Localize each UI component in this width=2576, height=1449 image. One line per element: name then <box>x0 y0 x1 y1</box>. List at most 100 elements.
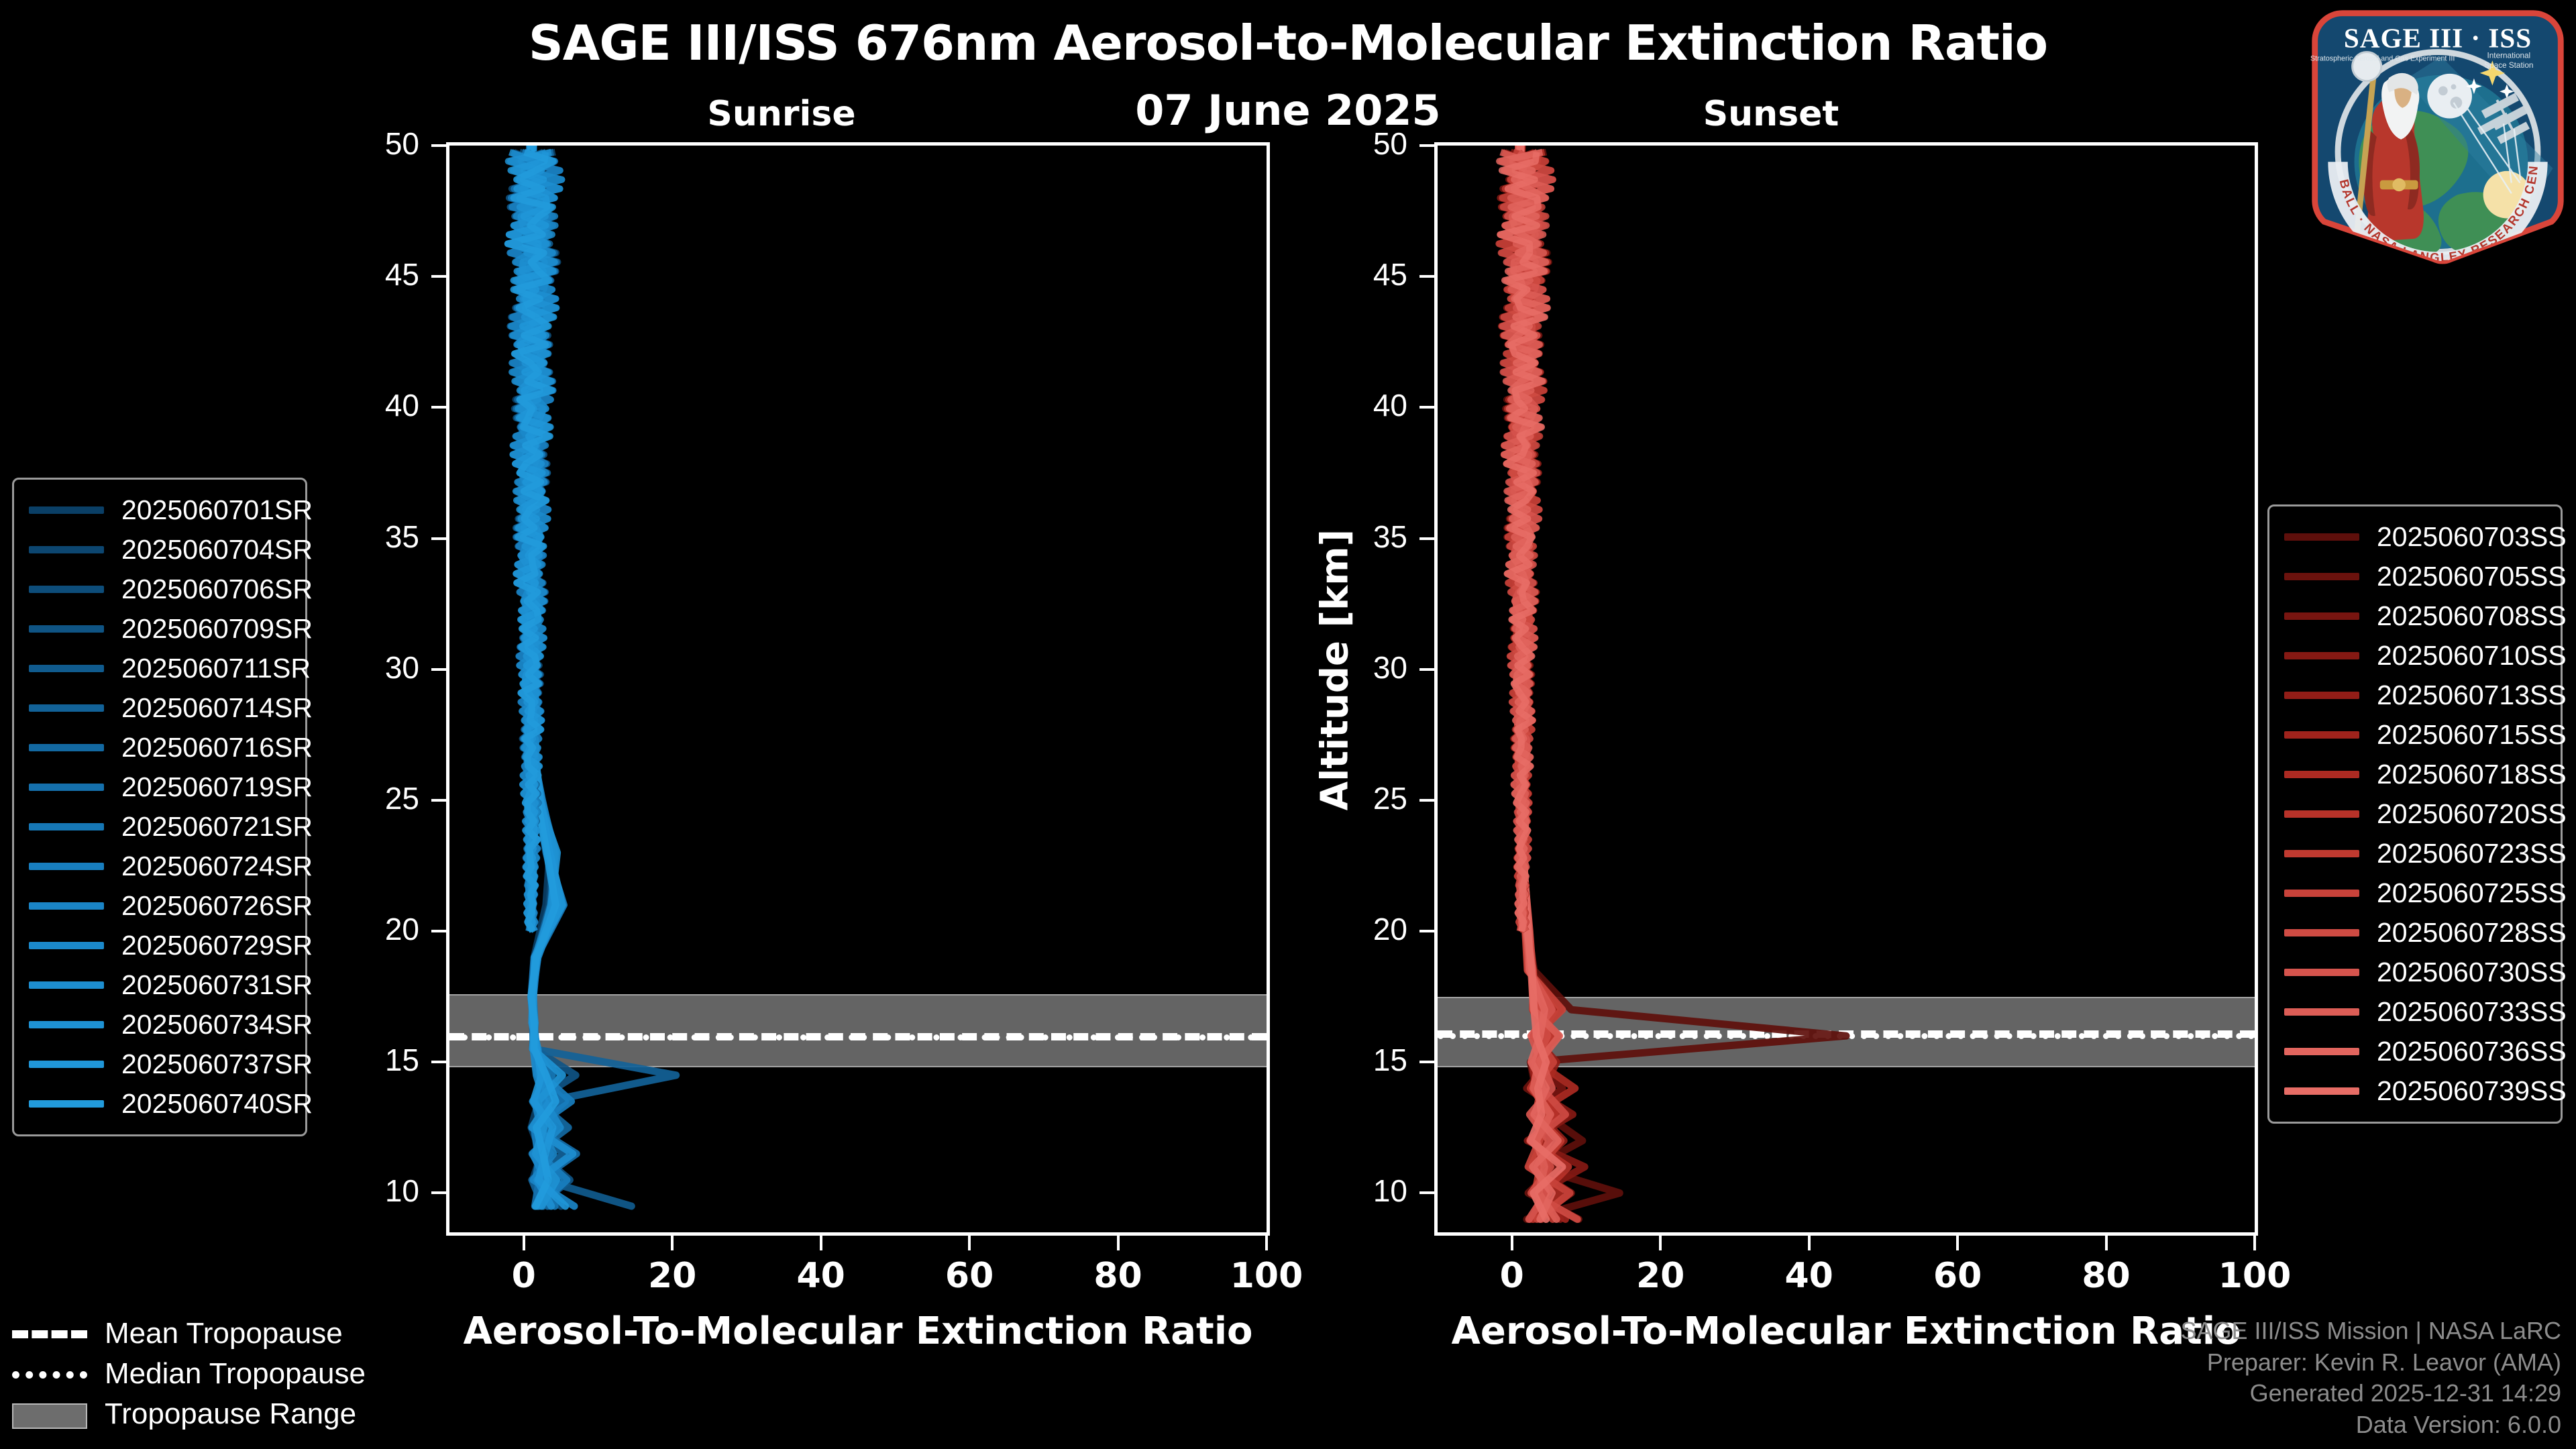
x-axis-tick-label: 60 <box>1933 1256 1982 1296</box>
panel-title-sunrise: Sunrise <box>707 94 856 134</box>
legend-color-swatch <box>29 506 104 514</box>
figure-date: 07 June 2025 <box>1135 86 1441 135</box>
legend-item-label: 2025060715SS <box>2377 719 2567 750</box>
y-axis-tick-label: 20 <box>384 912 419 947</box>
x-axis-tick <box>968 1236 971 1250</box>
legend-item-label: 2025060701SR <box>121 494 313 525</box>
y-axis-tick <box>1419 406 1434 409</box>
y-axis-tick <box>1419 1061 1434 1064</box>
y-axis-tick <box>431 798 446 802</box>
legend-item[interactable]: 2025060701SR <box>29 490 313 530</box>
legend-item-label: 2025060740SR <box>121 1088 313 1119</box>
legend-item[interactable]: 2025060721SR <box>29 807 313 847</box>
legend-item[interactable]: 2025060728SS <box>2284 913 2567 953</box>
x-axis-tick-label: 40 <box>1784 1256 1833 1296</box>
legend-item[interactable]: 2025060723SS <box>2284 834 2567 873</box>
credits-line-version: Data Version: 6.0.0 <box>2355 1411 2561 1439</box>
legend-color-swatch <box>2284 771 2359 778</box>
legend-color-swatch <box>2284 652 2359 659</box>
y-axis-tick-label: 15 <box>384 1042 419 1078</box>
y-axis-tick <box>1419 930 1434 933</box>
legend-item[interactable]: 2025060704SR <box>29 530 313 570</box>
credits-block: SAGE III/ISS Mission | NASA LaRC Prepare… <box>2180 1316 2561 1441</box>
legend-item[interactable]: 2025060734SR <box>29 1005 313 1044</box>
legend-item-label: 2025060726SR <box>121 890 313 921</box>
legend-item[interactable]: 2025060740SR <box>29 1084 313 1124</box>
dashed-line-icon <box>12 1327 87 1340</box>
legend-item-label: 2025060709SR <box>121 613 313 644</box>
legend-item[interactable]: 2025060720SS <box>2284 794 2567 834</box>
credits-line-preparer: Preparer: Kevin R. Leavor (AMA) <box>2206 1348 2561 1376</box>
legend-item[interactable]: 2025060726SR <box>29 886 313 926</box>
legend-item[interactable]: 2025060725SS <box>2284 873 2567 913</box>
y-axis-tick <box>431 144 446 147</box>
legend-item-label: 2025060721SR <box>121 811 313 842</box>
legend-item-label: 2025060714SR <box>121 692 313 723</box>
x-axis-tick-label: 100 <box>1230 1256 1303 1296</box>
legend-item-label: 2025060728SS <box>2377 917 2567 948</box>
x-axis-tick <box>2253 1236 2256 1250</box>
y-axis-tick <box>431 537 446 540</box>
y-axis-tick-label: 30 <box>1373 649 1407 685</box>
legend-item[interactable]: 2025060708SS <box>2284 596 2567 636</box>
legend-item-label: 2025060730SS <box>2377 957 2567 987</box>
legend-item[interactable]: 2025060713SS <box>2284 676 2567 715</box>
legend-color-swatch <box>29 784 104 791</box>
y-axis-tick-label: 40 <box>1373 388 1407 423</box>
legend-item-label: 2025060718SS <box>2377 759 2567 790</box>
x-axis-tick <box>1659 1236 1662 1250</box>
legend-sunset[interactable]: 2025060703SS 2025060705SS 2025060708SS 2025… <box>2267 504 2567 1124</box>
profile-line-jitter <box>1496 148 1551 932</box>
legend-item[interactable]: 2025060739SS <box>2284 1071 2567 1111</box>
legend-color-swatch <box>29 546 104 553</box>
x-axis-tick <box>2104 1236 2108 1250</box>
legend-item[interactable]: 2025060714SR <box>29 688 313 728</box>
logo-subtitle-right-1: International <box>2487 51 2531 60</box>
legend-item[interactable]: 2025060706SR <box>29 570 313 609</box>
legend-item[interactable]: 2025060709SR <box>29 609 313 649</box>
y-axis-tick-label: 10 <box>1373 1173 1407 1209</box>
legend-item[interactable]: 2025060705SS <box>2284 557 2567 596</box>
y-axis-tick <box>431 275 446 278</box>
legend-item[interactable]: 2025060730SS <box>2284 953 2567 992</box>
legend-item[interactable]: 2025060733SS <box>2284 992 2567 1032</box>
legend-color-swatch <box>2284 1008 2359 1016</box>
legend-item-label: 2025060739SS <box>2377 1075 2567 1106</box>
dotted-line-icon <box>12 1367 87 1381</box>
y-axis-tick-label: 20 <box>1373 912 1407 947</box>
y-axis-tick-label: 25 <box>1373 780 1407 816</box>
legend-item[interactable]: 2025060716SR <box>29 728 313 767</box>
x-axis-tick-label: 100 <box>2218 1256 2292 1296</box>
legend-color-swatch <box>2284 1048 2359 1055</box>
legend-item-label: 2025060705SS <box>2377 561 2567 592</box>
legend-item[interactable]: 2025060718SS <box>2284 755 2567 794</box>
y-axis-tick-label: 35 <box>384 519 419 554</box>
y-axis-tick <box>431 667 446 671</box>
credits-line-mission: SAGE III/ISS Mission | NASA LaRC <box>2180 1316 2561 1344</box>
legend-item[interactable]: 2025060719SR <box>29 767 313 807</box>
legend-item[interactable]: 2025060715SS <box>2284 715 2567 755</box>
legend-item[interactable]: 2025060736SS <box>2284 1032 2567 1071</box>
legend-item[interactable]: 2025060731SR <box>29 965 313 1005</box>
legend-item[interactable]: 2025060724SR <box>29 847 313 886</box>
legend-color-swatch <box>2284 850 2359 857</box>
y-axis-tick-label: 35 <box>1373 519 1407 554</box>
y-axis-tick-label: 45 <box>384 257 419 292</box>
legend-color-swatch <box>29 902 104 910</box>
plot-area-sunset <box>1434 142 2258 1236</box>
legend-item[interactable]: 2025060703SS <box>2284 517 2567 557</box>
legend-item[interactable]: 2025060737SR <box>29 1044 313 1084</box>
legend-color-swatch <box>29 1100 104 1108</box>
legend-color-swatch <box>29 981 104 989</box>
legend-item-label: 2025060734SR <box>121 1009 313 1040</box>
legend-sunrise[interactable]: 2025060701SR 2025060704SR 2025060706SR 2025… <box>12 478 313 1136</box>
y-axis-tick-label: 50 <box>384 126 419 161</box>
x-axis-tick-label: 40 <box>796 1256 845 1296</box>
legend-item-label: 2025060719SR <box>121 771 313 802</box>
legend-item-label: 2025060716SR <box>121 732 313 763</box>
profile-line <box>1511 146 1850 1223</box>
legend-item[interactable]: 2025060711SR <box>29 649 311 688</box>
legend-item-label: 2025060724SR <box>121 851 313 881</box>
legend-item[interactable]: 2025060729SR <box>29 926 313 965</box>
legend-item[interactable]: 2025060710SS <box>2284 636 2567 676</box>
